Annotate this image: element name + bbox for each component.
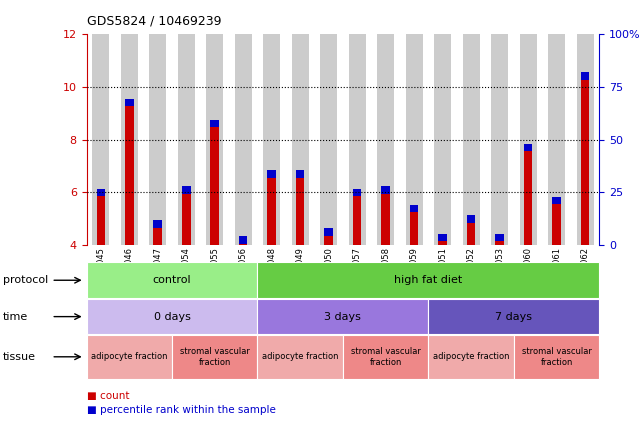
Bar	[353, 189, 362, 196]
Text: time: time	[3, 312, 28, 321]
Bar	[210, 120, 219, 127]
Bar	[495, 233, 504, 241]
Bar	[239, 240, 247, 245]
Bar	[125, 99, 133, 106]
Text: high fat diet: high fat diet	[394, 275, 463, 285]
Text: protocol: protocol	[3, 275, 49, 285]
Text: adipocyte fraction: adipocyte fraction	[262, 352, 338, 361]
Bar	[210, 124, 219, 245]
Bar	[406, 34, 422, 245]
Bar	[349, 34, 366, 245]
Bar	[324, 228, 333, 236]
Text: stromal vascular
fraction: stromal vascular fraction	[179, 347, 250, 366]
Bar	[581, 76, 589, 245]
Bar	[97, 192, 105, 245]
Text: ■ count: ■ count	[87, 390, 129, 401]
Bar	[153, 220, 162, 228]
Bar	[263, 34, 280, 245]
Text: adipocyte fraction: adipocyte fraction	[91, 352, 167, 361]
Bar	[320, 34, 337, 245]
Bar	[97, 189, 105, 196]
Bar	[381, 190, 390, 245]
Bar	[149, 34, 166, 245]
Bar	[292, 34, 309, 245]
Bar	[495, 237, 504, 245]
Text: tissue: tissue	[3, 352, 36, 362]
Bar	[235, 34, 252, 245]
Bar	[438, 237, 447, 245]
Bar	[153, 224, 162, 245]
Bar	[239, 236, 247, 244]
Bar	[581, 72, 589, 80]
Bar	[267, 170, 276, 178]
Bar	[410, 205, 419, 212]
Bar	[182, 186, 190, 194]
Bar	[434, 34, 451, 245]
Bar	[125, 103, 133, 245]
Text: stromal vascular
fraction: stromal vascular fraction	[351, 347, 420, 366]
Bar	[178, 34, 195, 245]
Bar	[524, 148, 533, 245]
Bar	[553, 201, 561, 245]
Bar	[438, 233, 447, 241]
Bar	[463, 34, 479, 245]
Bar	[467, 219, 476, 245]
Bar	[296, 170, 304, 178]
Bar	[92, 34, 110, 245]
Bar	[381, 186, 390, 194]
Bar	[324, 232, 333, 245]
Text: adipocyte fraction: adipocyte fraction	[433, 352, 510, 361]
Text: control: control	[153, 275, 191, 285]
Bar	[553, 197, 561, 204]
Bar	[491, 34, 508, 245]
Text: 0 days: 0 days	[154, 312, 190, 321]
Bar	[182, 190, 190, 245]
Bar	[267, 174, 276, 245]
Bar	[377, 34, 394, 245]
Bar	[410, 209, 419, 245]
Text: 3 days: 3 days	[324, 312, 362, 321]
Bar	[520, 34, 537, 245]
Bar	[467, 215, 476, 222]
Text: stromal vascular
fraction: stromal vascular fraction	[522, 347, 592, 366]
Bar	[353, 192, 362, 245]
Bar	[524, 144, 533, 151]
Bar	[576, 34, 594, 245]
Bar	[206, 34, 223, 245]
Bar	[548, 34, 565, 245]
Bar	[121, 34, 138, 245]
Bar	[296, 174, 304, 245]
Text: GDS5824 / 10469239: GDS5824 / 10469239	[87, 15, 221, 28]
Text: ■ percentile rank within the sample: ■ percentile rank within the sample	[87, 405, 276, 415]
Text: 7 days: 7 days	[495, 312, 533, 321]
